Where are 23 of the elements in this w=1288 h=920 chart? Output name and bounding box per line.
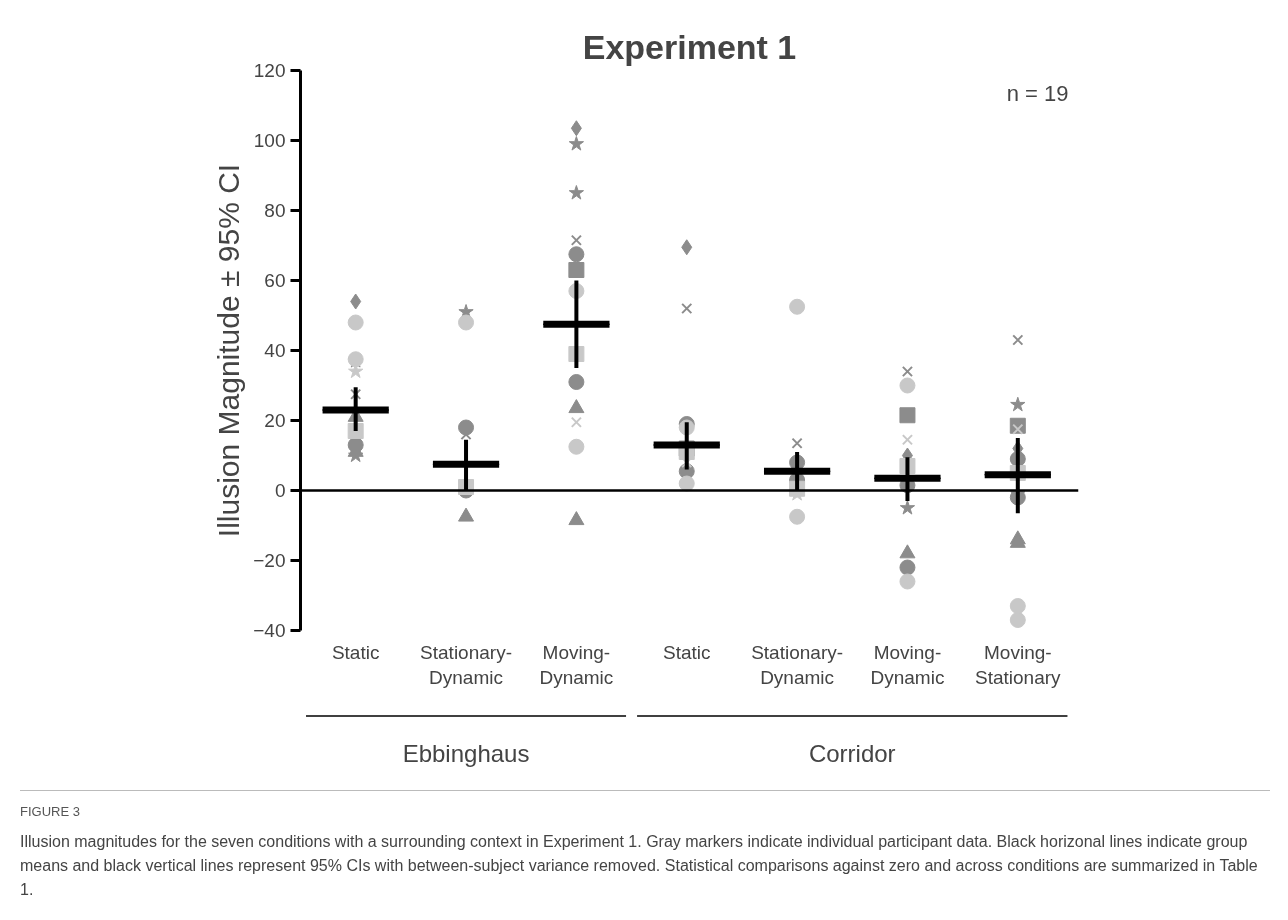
y-tick-label: 80 bbox=[264, 200, 286, 221]
y-tick-label: 100 bbox=[253, 130, 286, 151]
y-tick-label: 60 bbox=[264, 270, 286, 291]
y-tick-label: 40 bbox=[264, 340, 286, 361]
text: Ebbinghaus bbox=[402, 739, 530, 767]
y-tick-label: 20 bbox=[264, 410, 286, 431]
x-tick-label: Stationary- Dynamic bbox=[420, 641, 512, 688]
x-tick-label: Stationary- Dynamic bbox=[751, 641, 844, 688]
x-tick-label: Moving- Dynamic bbox=[539, 641, 614, 688]
x-tick-label: Static bbox=[331, 641, 380, 663]
y-tick-label: 0 bbox=[274, 480, 286, 501]
y-axis-title: Illusion Magnitude ± 95% CI bbox=[212, 163, 246, 538]
x-tick-label: Moving- Dynamic bbox=[870, 641, 945, 688]
text: Illusion magnitudes for the seven conditions with a surrounding context in Experiment 1. Gray markers indicate individual participant data. Black horizonal lines indicate group means and black vertical lines represent 95% CIs with between-subject variance removed. Statistical comparisons against zero and across conditions are summarized in Table 1. bbox=[20, 831, 1259, 900]
y-tick-label: −40 bbox=[253, 620, 286, 641]
chart-title: Experiment 1 bbox=[582, 27, 797, 66]
x-tick-label: Static bbox=[662, 641, 711, 663]
annotation: n = 19 bbox=[1006, 80, 1069, 106]
text: Corridor bbox=[808, 739, 896, 767]
x-tick-label: Moving- Stationary bbox=[975, 641, 1062, 688]
y-tick-label: −20 bbox=[253, 550, 286, 571]
y-tick-label: 120 bbox=[253, 60, 286, 81]
caption: FIGURE 3 bbox=[20, 803, 81, 821]
